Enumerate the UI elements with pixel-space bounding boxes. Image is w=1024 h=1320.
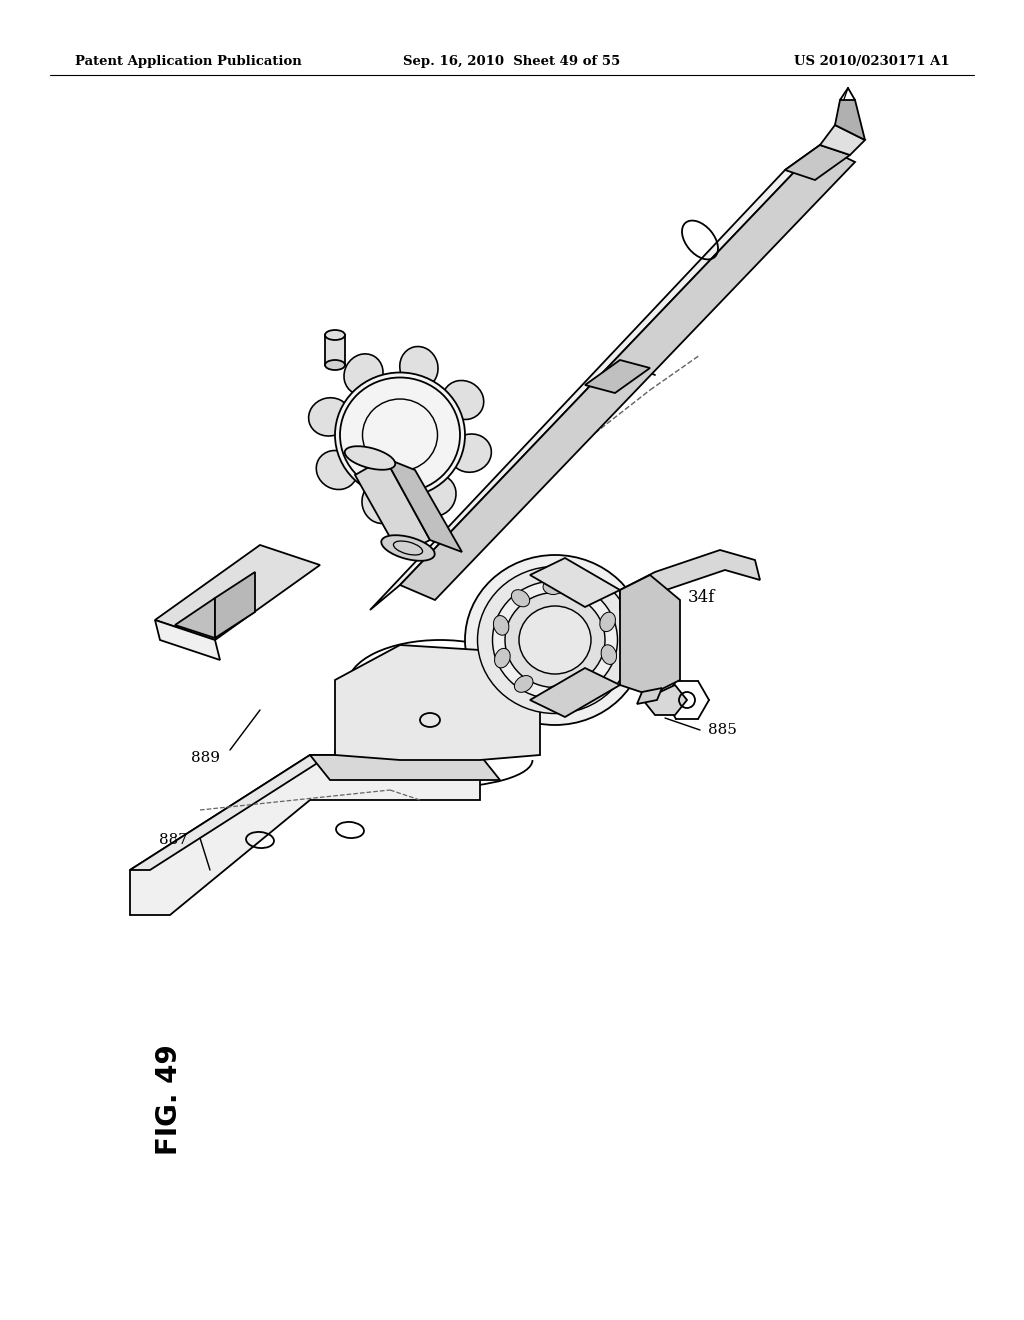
Ellipse shape bbox=[361, 482, 400, 524]
Polygon shape bbox=[620, 550, 760, 610]
Text: 34f: 34f bbox=[688, 590, 716, 606]
Text: FIG. 49: FIG. 49 bbox=[155, 1044, 183, 1155]
Ellipse shape bbox=[344, 354, 383, 395]
Polygon shape bbox=[620, 576, 680, 696]
Text: 887: 887 bbox=[159, 833, 188, 847]
Ellipse shape bbox=[514, 676, 532, 692]
Polygon shape bbox=[835, 100, 865, 140]
Polygon shape bbox=[325, 335, 345, 366]
Ellipse shape bbox=[493, 581, 617, 700]
Ellipse shape bbox=[325, 330, 345, 341]
Text: 885: 885 bbox=[708, 723, 737, 737]
Ellipse shape bbox=[477, 566, 633, 714]
Polygon shape bbox=[530, 668, 620, 717]
Polygon shape bbox=[310, 755, 500, 780]
Ellipse shape bbox=[381, 535, 435, 561]
Ellipse shape bbox=[316, 450, 357, 490]
Polygon shape bbox=[643, 685, 687, 715]
Polygon shape bbox=[385, 458, 462, 552]
Text: 889: 889 bbox=[191, 751, 220, 766]
Polygon shape bbox=[530, 558, 620, 607]
Polygon shape bbox=[400, 145, 855, 601]
Ellipse shape bbox=[601, 644, 616, 664]
Ellipse shape bbox=[519, 606, 591, 675]
Ellipse shape bbox=[494, 615, 509, 635]
Ellipse shape bbox=[340, 378, 460, 492]
Ellipse shape bbox=[577, 587, 596, 605]
Polygon shape bbox=[820, 125, 865, 154]
Polygon shape bbox=[215, 572, 255, 638]
Polygon shape bbox=[370, 145, 820, 610]
Polygon shape bbox=[585, 360, 650, 393]
Ellipse shape bbox=[345, 446, 395, 470]
Text: Sep. 16, 2010  Sheet 49 of 55: Sep. 16, 2010 Sheet 49 of 55 bbox=[403, 55, 621, 69]
Ellipse shape bbox=[417, 475, 456, 516]
Ellipse shape bbox=[442, 380, 483, 420]
Ellipse shape bbox=[450, 434, 492, 473]
Ellipse shape bbox=[600, 612, 615, 631]
Ellipse shape bbox=[308, 397, 350, 436]
Polygon shape bbox=[335, 645, 540, 760]
Polygon shape bbox=[155, 545, 319, 640]
Polygon shape bbox=[637, 688, 662, 704]
Polygon shape bbox=[130, 755, 330, 870]
Ellipse shape bbox=[581, 673, 599, 690]
Polygon shape bbox=[130, 755, 480, 915]
Polygon shape bbox=[155, 620, 220, 660]
Text: Patent Application Publication: Patent Application Publication bbox=[75, 55, 302, 69]
Ellipse shape bbox=[465, 554, 645, 725]
Polygon shape bbox=[785, 145, 850, 180]
Ellipse shape bbox=[511, 590, 529, 607]
Ellipse shape bbox=[547, 685, 567, 701]
Ellipse shape bbox=[505, 593, 605, 688]
Ellipse shape bbox=[495, 648, 510, 668]
Ellipse shape bbox=[399, 347, 438, 388]
Ellipse shape bbox=[543, 579, 563, 594]
Ellipse shape bbox=[335, 372, 465, 498]
Polygon shape bbox=[355, 458, 430, 554]
Ellipse shape bbox=[325, 360, 345, 370]
Text: US 2010/0230171 A1: US 2010/0230171 A1 bbox=[795, 55, 950, 69]
Polygon shape bbox=[175, 598, 215, 638]
